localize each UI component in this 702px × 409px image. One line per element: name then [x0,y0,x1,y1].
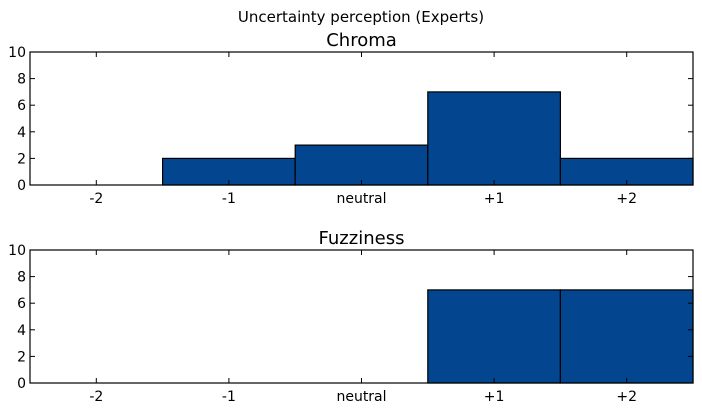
chroma-ytick-label-4: 8 [17,72,26,88]
chroma-ytick-label-3: 6 [17,98,26,114]
fuzziness-xtick-label-4: +2 [616,389,637,405]
fuzziness-bar-3 [427,289,561,384]
chroma-ytick-label-5: 10 [8,45,26,61]
chroma-xtick-label-2: neutral [336,191,386,207]
chroma-xtick-label-3: +1 [484,191,505,207]
chroma-ytick-label-1: 2 [17,151,26,167]
chroma-xtick-label-1: -1 [222,191,236,207]
chroma-panel: Chroma 0 2 4 6 8 10 -2 -1 neutral +1 +2 [8,30,694,207]
fuzziness-ytick-label-3: 6 [17,296,26,312]
chroma-xtick-label-0: -2 [89,191,103,207]
chroma-title: Chroma [326,30,397,51]
fuzziness-xtick-label-1: -1 [222,389,236,405]
fuzziness-bar-4 [559,289,694,384]
chroma-ytick-label-0: 0 [17,178,26,194]
chroma-xtick-label-4: +2 [616,191,637,207]
fuzziness-ytick-label-4: 8 [17,270,26,286]
fuzziness-panel: Fuzziness 0 2 4 6 8 10 -2 -1 neutral +1 +2 [8,228,694,405]
chroma-bar-2 [294,144,429,186]
fuzziness-xtick-label-3: +1 [484,389,505,405]
chroma-ytick-label-2: 4 [17,125,26,141]
fuzziness-ytick-label-5: 10 [8,243,26,259]
chroma-bar-3 [427,91,561,186]
fuzziness-xtick-label-0: -2 [89,389,103,405]
figure-suptitle: Uncertainty perception (Experts) [238,8,484,26]
fuzziness-title: Fuzziness [319,228,405,249]
fuzziness-ytick-label-1: 2 [17,349,26,365]
fuzziness-ytick-label-2: 4 [17,323,26,339]
fuzziness-xtick-label-2: neutral [336,389,386,405]
fuzziness-ytick-label-0: 0 [17,376,26,392]
